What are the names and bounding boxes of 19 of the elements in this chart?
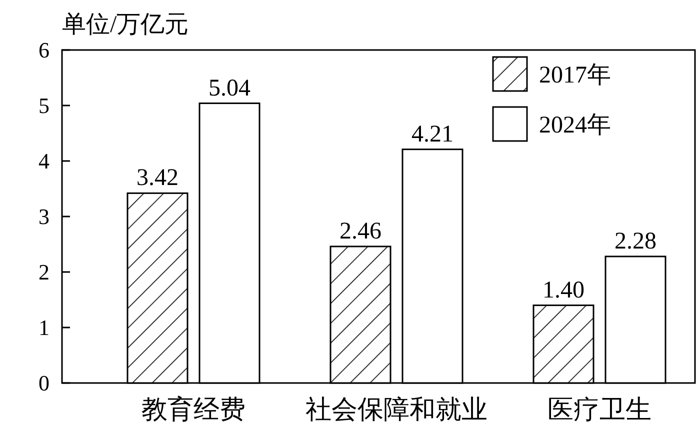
- y-tick-label: 1: [38, 315, 50, 340]
- y-tick-label: 6: [38, 38, 50, 63]
- legend-label: 2017年: [539, 62, 611, 88]
- legend-label: 2024年: [539, 112, 611, 138]
- text: 3.42: [136, 165, 178, 192]
- y-tick-label: 2: [38, 260, 50, 285]
- x-tick-label: 社会保障和就业: [306, 395, 488, 424]
- text: 5.04: [208, 75, 250, 102]
- x-tick-label: 教育经费: [142, 395, 246, 424]
- text: 2.46: [340, 218, 382, 244]
- text: 2.28: [614, 228, 656, 254]
- x-tick-label: 医疗卫生: [548, 395, 652, 424]
- text: 4.21: [412, 121, 454, 148]
- y-tick-label: 5: [38, 93, 50, 118]
- text: 1.40: [542, 277, 584, 304]
- y-tick-label: 0: [38, 370, 50, 396]
- y-axis-title: 单位/万亿元: [62, 12, 189, 38]
- y-tick-label: 4: [38, 148, 50, 174]
- y-tick-label: 3: [38, 204, 50, 230]
